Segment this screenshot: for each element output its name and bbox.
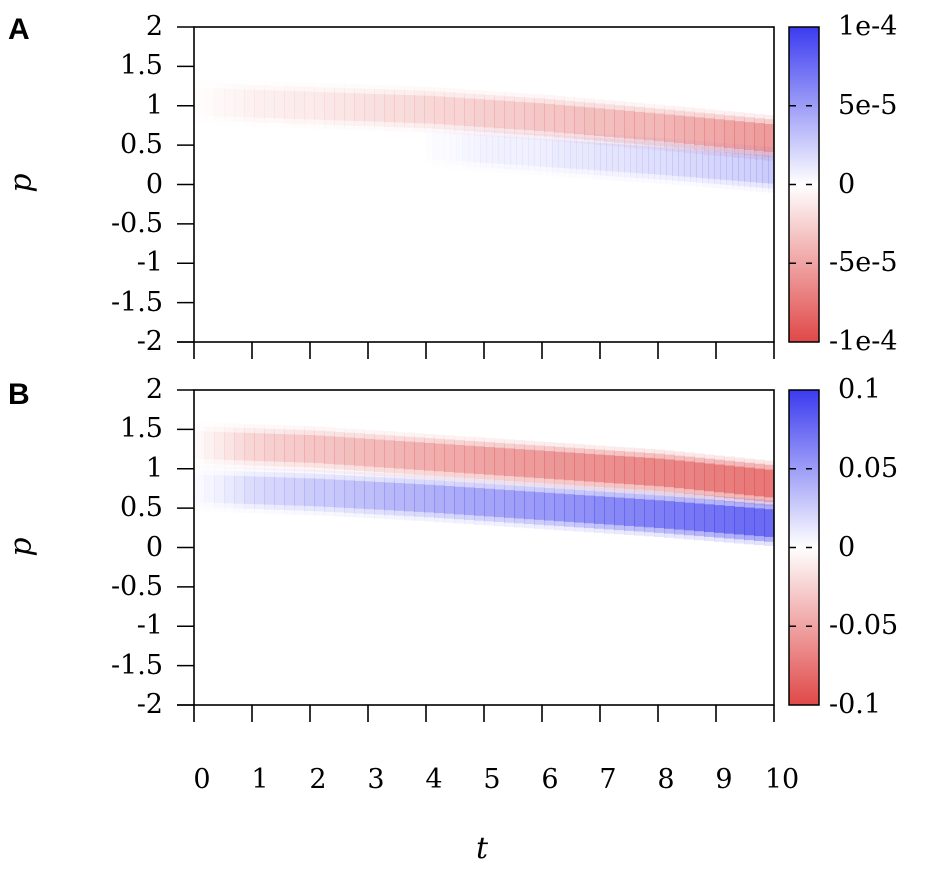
xtick-label: 5: [483, 764, 501, 795]
colorbar-tick-label: -0.05: [829, 610, 899, 642]
colorbar-tick-label: 0: [838, 531, 856, 563]
colorbar-tick-label: -0.1: [829, 689, 882, 720]
xtick-label: 3: [367, 764, 385, 795]
xtick-label: 7: [599, 764, 617, 795]
xtick-label: 2: [309, 764, 327, 795]
ytick-label: 0.5: [120, 492, 163, 524]
colorbar-tick-label: 1e-4: [838, 11, 898, 42]
axes: [177, 26, 775, 722]
xtick-label: 0: [193, 764, 211, 795]
colorbar-tick-label: 0.1: [838, 374, 881, 405]
heatmap-panel-b: [204, 424, 774, 546]
colorbar-tick-label: -1e-4: [829, 326, 898, 357]
xtick-label: 4: [425, 764, 443, 795]
ytick-label: 0: [145, 168, 163, 200]
ytick-label: 2: [145, 11, 163, 42]
xtick-label: 6: [541, 764, 559, 795]
ytick-label: 0: [145, 531, 163, 563]
xlabel: t: [476, 831, 489, 866]
ytick-label: 2: [145, 374, 163, 405]
xtick-label: 10: [764, 764, 800, 795]
ytick-label: -0.5: [110, 570, 163, 602]
colorbar-tick-label: 0.05: [838, 452, 899, 484]
ytick-label: 1.5: [120, 50, 163, 82]
ytick-label: -2: [136, 326, 163, 357]
ytick-label: -1.5: [110, 649, 163, 681]
panel-b-label: B: [8, 378, 30, 411]
ytick-label: -0.5: [110, 207, 163, 239]
ytick-label: 1.5: [120, 413, 163, 445]
ytick-label: -1: [136, 247, 163, 279]
ytick-label: -1: [136, 610, 163, 642]
xtick-label: 9: [715, 764, 733, 795]
ytick-label: 0.5: [120, 129, 163, 161]
ytick-label: -2: [136, 689, 163, 720]
ytick-label: -1.5: [110, 286, 163, 318]
heatmap-panel-a: [244, 87, 774, 189]
colorbar-tick-label: 0: [838, 168, 856, 200]
colorbar-tick-label: -5e-5: [829, 247, 898, 279]
panel-a-label: A: [8, 13, 30, 46]
colorbar-tick-label: 5e-5: [838, 89, 898, 121]
ytick-label: 1: [145, 452, 163, 484]
xtick-label: 1: [251, 764, 269, 795]
ytick-label: 1: [145, 89, 163, 121]
xtick-label: 8: [657, 764, 675, 795]
